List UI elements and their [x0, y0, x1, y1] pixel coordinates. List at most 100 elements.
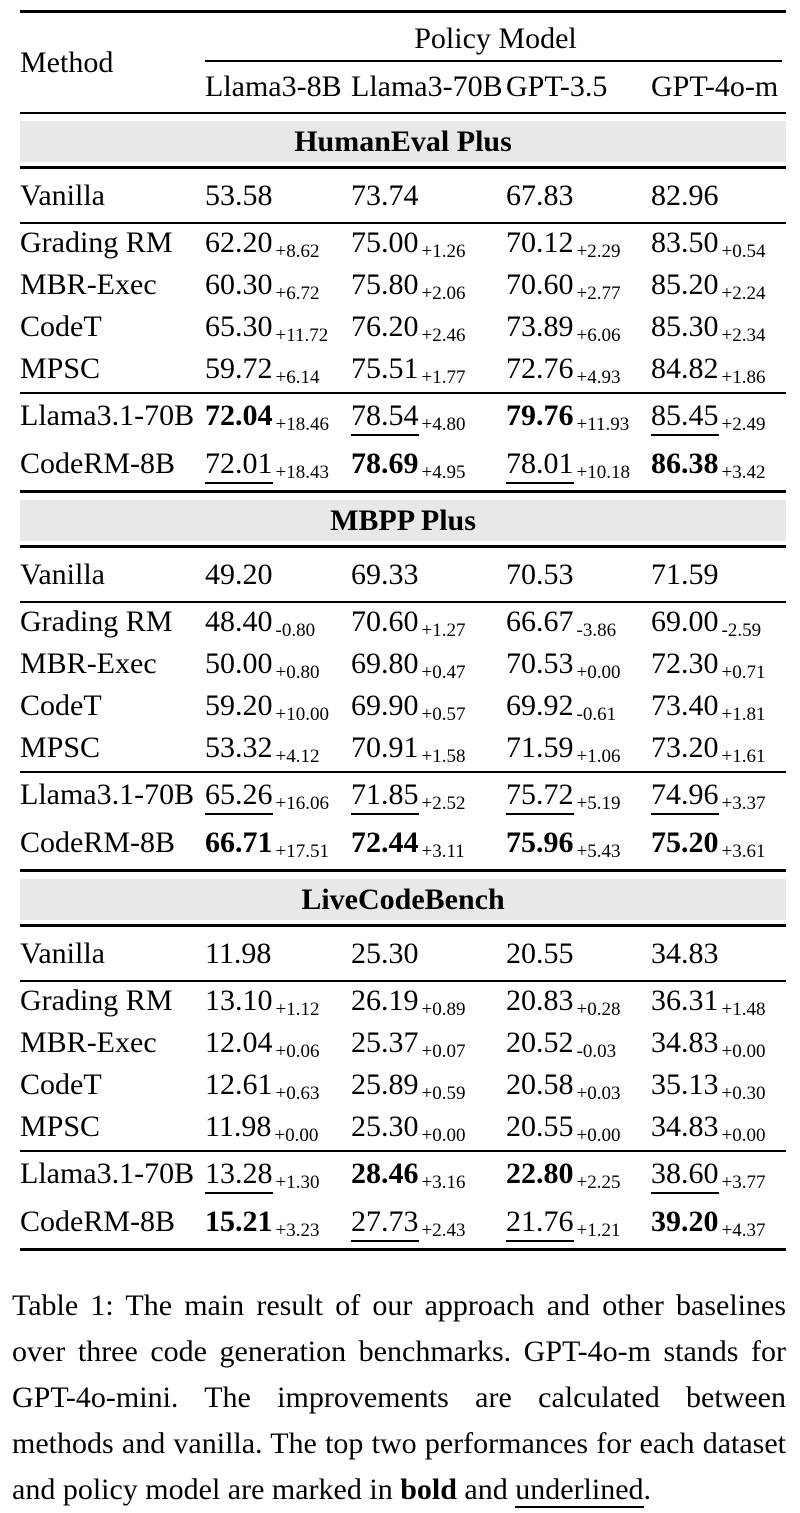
delta-subscript: +0.89 [421, 999, 466, 1020]
delta-subscript: +4.93 [576, 367, 621, 388]
column-header: Llama3-8B [205, 70, 342, 103]
value-text: 20.52 [506, 1026, 574, 1059]
value-text: 75.20 [651, 826, 719, 859]
delta-subscript: +18.43 [275, 462, 329, 483]
method-cell: Llama3.1-70B [20, 399, 195, 432]
caption-segment: Table 1: The main result of our approach… [12, 1289, 786, 1506]
value-text: 21.76 [506, 1206, 574, 1242]
delta-subscript: +0.06 [275, 1041, 320, 1062]
value-text: 66.67 [506, 605, 574, 638]
delta-subscript: +0.47 [421, 662, 466, 683]
value-text: 25.37 [351, 1026, 419, 1059]
method-cell: Vanilla [20, 937, 105, 970]
value-cell: 11.98 +0.00 [205, 1108, 351, 1150]
value-cell: 82.96 [651, 178, 786, 213]
value-cell: 72.04 +18.46 [205, 394, 351, 442]
value-text: 69.92 [506, 689, 574, 722]
value-cell: 69.92 -0.61 [506, 687, 651, 729]
value-cell: 20.55 [506, 936, 651, 971]
value-cell: 72.76 +4.93 [506, 350, 651, 392]
value-cell: 84.82 +1.86 [651, 350, 786, 392]
table-row: MBR-Exec 60.30 +6.72 75.80 +2.06 70.60 +2.77 85… [20, 266, 786, 308]
value-text: 50.00 [205, 647, 273, 680]
value-cell: 69.00 -2.59 [651, 603, 786, 645]
delta-subscript: +1.06 [576, 746, 621, 767]
method-cell: CodeRM-8B [20, 447, 176, 480]
delta-subscript: +0.00 [421, 1125, 466, 1146]
delta-subscript: +6.72 [275, 283, 320, 304]
value-cell: 72.01 +18.43 [205, 442, 351, 490]
section-header: HumanEval Plus [20, 121, 786, 162]
method-cell: MPSC [20, 731, 101, 764]
value-text: 70.60 [351, 605, 419, 638]
caption-segment: underlined [515, 1473, 644, 1508]
value-cell: 25.89 +0.59 [351, 1066, 506, 1108]
table-row: CodeRM-8B 72.01 +18.43 78.69 +4.95 78.01 +10.1… [20, 442, 786, 490]
value-cell: 13.10 +1.12 [205, 982, 351, 1024]
delta-subscript: +2.06 [421, 283, 466, 304]
value-text: 34.83 [651, 1026, 719, 1059]
value-cell: 69.80 +0.47 [351, 645, 506, 687]
column-header: GPT-3.5 [506, 70, 608, 103]
table-row: Grading RM 48.40 -0.80 70.60 +1.27 66.67 -3.86… [20, 603, 786, 645]
table-row: CodeT 59.20 +10.00 69.90 +0.57 69.92 -0.61 73.4… [20, 687, 786, 729]
value-text: 38.60 [651, 1158, 719, 1194]
value-cell: 70.60 +2.77 [506, 266, 651, 308]
value-cell: 66.67 -3.86 [506, 603, 651, 645]
value-text: 28.46 [351, 1157, 419, 1190]
delta-subscript: +0.07 [421, 1041, 466, 1062]
method-cell: Llama3.1-70B [20, 778, 195, 811]
value-cell: 70.53 +0.00 [506, 645, 651, 687]
delta-subscript: +0.28 [576, 999, 621, 1020]
value-text: 34.83 [651, 937, 719, 970]
value-text: 11.98 [205, 937, 272, 970]
value-text: 71.85 [351, 779, 419, 815]
value-cell: 69.33 [351, 557, 506, 592]
value-cell: 70.60 +1.27 [351, 603, 506, 645]
delta-subscript: +3.11 [421, 841, 465, 862]
value-cell: 85.20 +2.24 [651, 266, 786, 308]
row-group-rule [20, 222, 786, 224]
value-text: 69.90 [351, 689, 419, 722]
value-text: 53.58 [205, 179, 273, 212]
value-cell: 35.13 +0.30 [651, 1066, 786, 1108]
value-cell: 11.98 [205, 936, 351, 971]
delta-subscript: +0.63 [275, 1083, 320, 1104]
table-row: CodeRM-8B 15.21 +3.23 27.73 +2.43 21.76 +1.21 3… [20, 1200, 786, 1248]
value-text: 48.40 [205, 605, 273, 638]
value-text: 73.20 [651, 731, 719, 764]
value-text: 70.12 [506, 226, 574, 259]
results-table: Method Policy Model Llama3-8B Llama3-70B… [20, 10, 786, 1251]
delta-subscript: +1.86 [721, 367, 766, 388]
section-header: MBPP Plus [20, 500, 786, 541]
value-text: 12.04 [205, 1026, 273, 1059]
value-text: 75.72 [506, 779, 574, 815]
table-row: MBR-Exec 12.04 +0.06 25.37 +0.07 20.52 -0.03 34… [20, 1024, 786, 1066]
delta-subscript: +0.80 [275, 662, 320, 683]
table-row: CodeRM-8B 66.71 +17.51 72.44 +3.11 75.96 +5.43… [20, 821, 786, 869]
value-cell: 78.69 +4.95 [351, 442, 506, 490]
section-title: LiveCodeBench [301, 883, 505, 916]
value-text: 66.71 [205, 826, 273, 859]
value-cell: 59.72 +6.14 [205, 350, 351, 392]
delta-subscript: +2.49 [721, 414, 766, 435]
value-text: 78.69 [351, 447, 419, 480]
value-cell: 85.30 +2.34 [651, 308, 786, 350]
value-text: 49.20 [205, 558, 273, 591]
value-cell: 38.60 +3.77 [651, 1152, 786, 1200]
value-text: 72.76 [506, 352, 574, 385]
column-header: GPT-4o-m [651, 70, 779, 103]
delta-subscript: -0.03 [576, 1041, 617, 1062]
value-cell: 69.90 +0.57 [351, 687, 506, 729]
value-text: 86.38 [651, 447, 719, 480]
value-text: 26.19 [351, 984, 419, 1017]
method-cell: Grading RM [20, 605, 173, 638]
method-cell: MBR-Exec [20, 268, 157, 301]
value-text: 82.96 [651, 179, 719, 212]
policy-model-group: Policy Model Llama3-8B Llama3-70B GPT-3.… [205, 21, 786, 104]
section-rule [20, 166, 786, 169]
method-cell: MBR-Exec [20, 647, 157, 680]
value-text: 75.96 [506, 826, 574, 859]
value-text: 70.53 [506, 647, 574, 680]
value-text: 85.30 [651, 310, 719, 343]
